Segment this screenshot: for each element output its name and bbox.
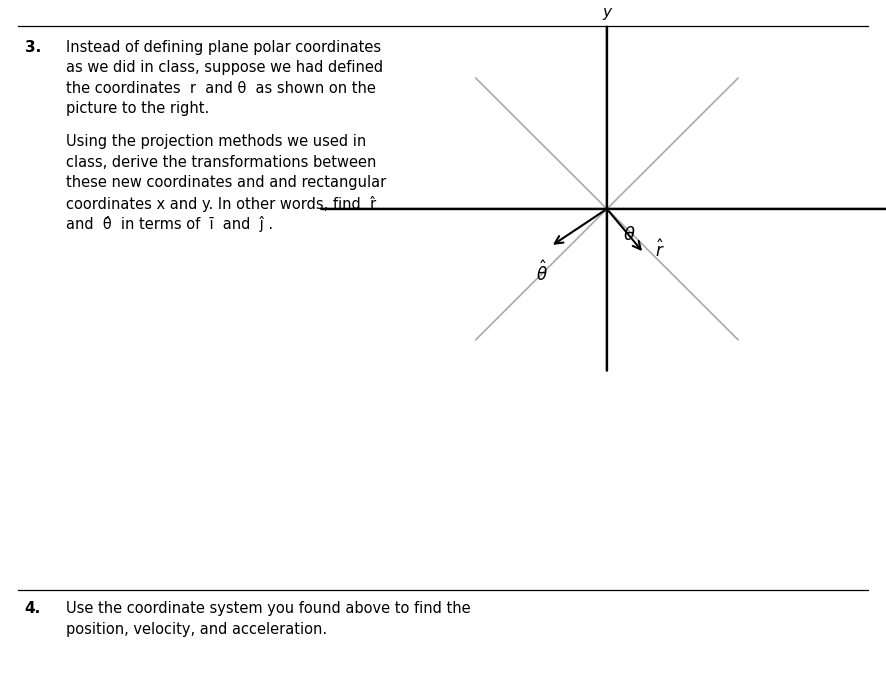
Text: class, derive the transformations between: class, derive the transformations betwee… xyxy=(66,155,377,170)
Text: $\hat{\theta}$: $\hat{\theta}$ xyxy=(536,260,548,285)
Text: $\hat{r}$: $\hat{r}$ xyxy=(655,239,664,261)
Text: 3.: 3. xyxy=(25,40,41,55)
Text: Use the coordinate system you found above to find the: Use the coordinate system you found abov… xyxy=(66,601,471,616)
Text: position, velocity, and acceleration.: position, velocity, and acceleration. xyxy=(66,622,328,637)
Text: the coordinates  r  and θ  as shown on the: the coordinates r and θ as shown on the xyxy=(66,81,377,96)
Text: Instead of defining plane polar coordinates: Instead of defining plane polar coordina… xyxy=(66,40,382,55)
Text: picture to the right.: picture to the right. xyxy=(66,101,210,116)
Text: $\theta$: $\theta$ xyxy=(623,226,635,244)
Text: y: y xyxy=(602,5,611,20)
Text: as we did in class, suppose we had defined: as we did in class, suppose we had defin… xyxy=(66,60,384,75)
Text: 4.: 4. xyxy=(25,601,41,616)
Text: these new coordinates and and rectangular: these new coordinates and and rectangula… xyxy=(66,175,386,190)
Text: coordinates x and y. In other words, find  r̂: coordinates x and y. In other words, fin… xyxy=(66,196,377,212)
Text: and  θ̂  in terms of  ī  and  ĵ .: and θ̂ in terms of ī and ĵ . xyxy=(66,216,274,232)
Text: Using the projection methods we used in: Using the projection methods we used in xyxy=(66,134,367,149)
